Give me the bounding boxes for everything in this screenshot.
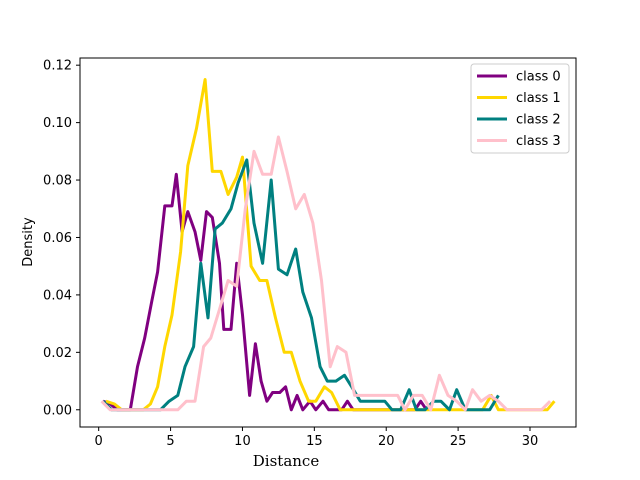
y-tick-label: 0.04: [43, 288, 72, 303]
y-axis-ticks: 0.00 0.02 0.04 0.06 0.08 0.10 0.12: [43, 59, 80, 418]
x-tick-label: 20: [378, 434, 395, 449]
x-axis-label: Distance: [253, 452, 320, 470]
legend-label-2: class 2: [516, 113, 561, 128]
y-tick-label: 0.08: [43, 174, 72, 189]
x-tick-label: 0: [95, 434, 103, 449]
legend: class 0 class 1 class 2 class 3: [470, 63, 570, 154]
legend-label-0: class 0: [516, 70, 561, 85]
series-line-3: [100, 135, 552, 412]
legend-entries: class 0 class 1 class 2 class 3: [477, 70, 561, 149]
y-tick-label: 0.02: [43, 346, 72, 361]
x-axis-ticks: 0 5 10 15 20 25 30: [95, 427, 539, 449]
axes-frame: [79, 57, 577, 428]
x-tick-label: 15: [306, 434, 323, 449]
y-tick-label: 0.06: [43, 231, 72, 246]
x-tick-label: 10: [234, 434, 251, 449]
y-tick-label: 0.12: [43, 59, 72, 74]
y-tick-label: 0.00: [43, 403, 72, 418]
legend-label-1: class 1: [516, 91, 561, 106]
y-axis-label: Density: [21, 217, 36, 267]
legend-label-3: class 3: [516, 134, 561, 149]
x-tick-label: 25: [450, 434, 467, 449]
plot-series-group: [100, 78, 556, 412]
x-tick-label: 30: [522, 434, 539, 449]
y-tick-label: 0.10: [43, 116, 72, 131]
x-tick-label: 5: [166, 434, 174, 449]
legend-box: [470, 63, 570, 154]
